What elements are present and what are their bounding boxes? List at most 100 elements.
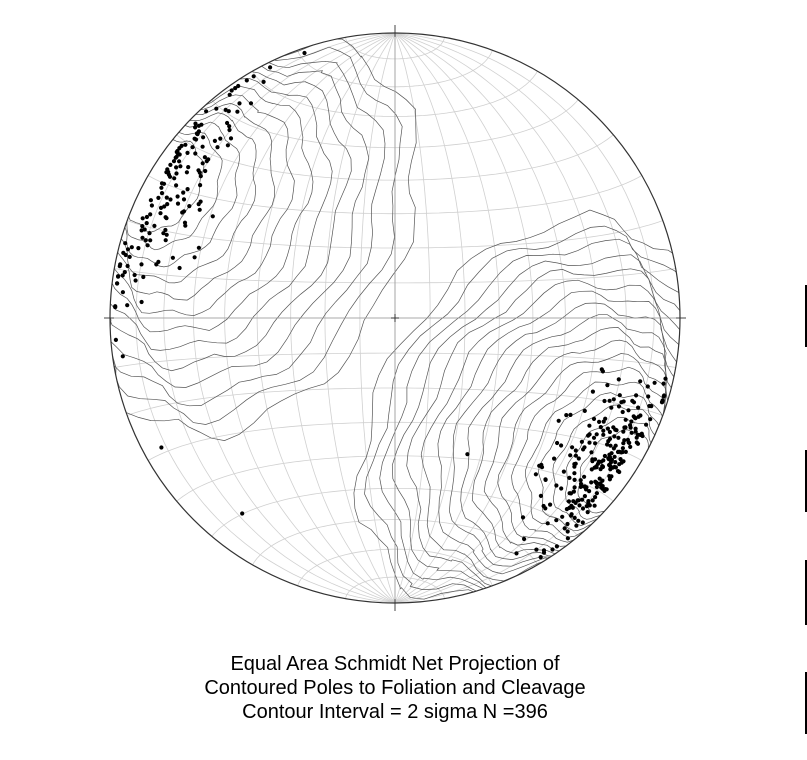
pole-point: [261, 79, 266, 84]
pole-point: [123, 252, 128, 258]
pole-point: [174, 165, 179, 170]
pole-point: [566, 499, 572, 504]
pole-point: [559, 486, 564, 491]
pole-point: [166, 169, 171, 175]
pole-point: [601, 428, 606, 433]
pole-point: [600, 369, 606, 374]
contour-line: [118, 121, 240, 268]
pole-point: [573, 448, 578, 453]
isolated-pole-point: [120, 354, 125, 359]
pole-point: [613, 460, 618, 465]
pole-point: [190, 145, 195, 150]
pole-point: [638, 379, 643, 384]
pole-point: [573, 453, 579, 458]
pole-point: [133, 278, 138, 283]
pole-point: [617, 449, 622, 454]
pole-point: [633, 426, 638, 431]
pole-point: [164, 195, 169, 200]
pole-point: [580, 497, 585, 502]
pole-point: [225, 143, 230, 148]
pole-point: [611, 446, 617, 451]
pole-point: [158, 205, 164, 210]
pole-point: [611, 397, 616, 402]
pole-point: [136, 246, 141, 251]
pole-point: [606, 456, 611, 461]
pole-point: [302, 50, 307, 56]
pole-point: [631, 414, 636, 419]
pole-point: [186, 165, 191, 170]
pole-point: [618, 457, 623, 462]
pole-point: [576, 456, 581, 461]
pole-point: [593, 457, 598, 462]
pole-point: [183, 142, 188, 147]
pole-point: [177, 159, 182, 164]
pole-point: [177, 146, 182, 151]
pole-point: [123, 241, 128, 246]
pole-point: [158, 211, 163, 216]
pole-point: [565, 529, 570, 534]
pole-point: [543, 506, 548, 511]
pole-point: [582, 474, 587, 479]
pole-point: [164, 232, 169, 237]
pole-point: [175, 194, 180, 199]
caption-line-2: Contoured Poles to Foliation and Cleavag…: [204, 677, 586, 699]
pole-point: [193, 121, 198, 126]
pole-point: [599, 459, 604, 464]
pole-point: [196, 245, 201, 250]
pole-point: [140, 235, 145, 240]
pole-point: [572, 471, 577, 476]
pole-point: [178, 164, 183, 169]
pole-point: [623, 417, 628, 422]
pole-point: [165, 202, 170, 207]
pole-point: [215, 145, 220, 150]
pole-point: [140, 216, 145, 221]
pole-point: [120, 290, 125, 295]
pole-point: [570, 445, 575, 450]
pole-point: [144, 221, 149, 226]
pole-point: [567, 491, 572, 496]
pole-point: [538, 555, 543, 560]
pole-point: [198, 174, 203, 179]
contour-line: [420, 279, 680, 582]
pole-point: [197, 207, 202, 212]
pole-point: [210, 214, 215, 219]
pole-point: [578, 478, 583, 483]
pole-point: [648, 417, 653, 422]
pole-point: [567, 475, 572, 480]
pole-point: [139, 262, 144, 267]
pole-point: [609, 405, 614, 410]
pole-point: [156, 195, 161, 200]
pole-point: [589, 450, 594, 455]
pole-point: [148, 198, 153, 203]
pole-point: [554, 483, 559, 488]
pole-point: [589, 480, 594, 485]
pole-point: [152, 223, 157, 228]
axis-cross: [104, 25, 686, 611]
pole-point: [236, 83, 241, 89]
pole-point: [645, 384, 650, 389]
pole-point: [584, 485, 589, 490]
pole-point: [628, 423, 633, 428]
pole-point: [180, 210, 185, 215]
pole-point: [159, 191, 165, 196]
pole-point: [141, 274, 146, 280]
pole-point: [629, 430, 634, 435]
pole-point: [248, 101, 254, 106]
pole-point: [646, 394, 651, 399]
pole-point: [218, 136, 223, 141]
pole-point: [569, 513, 574, 518]
pole-point: [203, 168, 208, 174]
pole-point: [574, 523, 579, 528]
pole-point: [565, 536, 571, 541]
pole-point: [142, 227, 147, 232]
pole-point: [620, 446, 626, 451]
contour-line: [437, 290, 680, 575]
pole-point: [129, 245, 134, 250]
pole-point: [616, 377, 621, 382]
pole-point: [193, 151, 198, 156]
pole-point: [193, 137, 199, 142]
pole-point: [605, 426, 611, 431]
pole-point: [227, 127, 232, 133]
pole-point: [613, 427, 618, 432]
isolated-pole-point: [159, 445, 164, 450]
